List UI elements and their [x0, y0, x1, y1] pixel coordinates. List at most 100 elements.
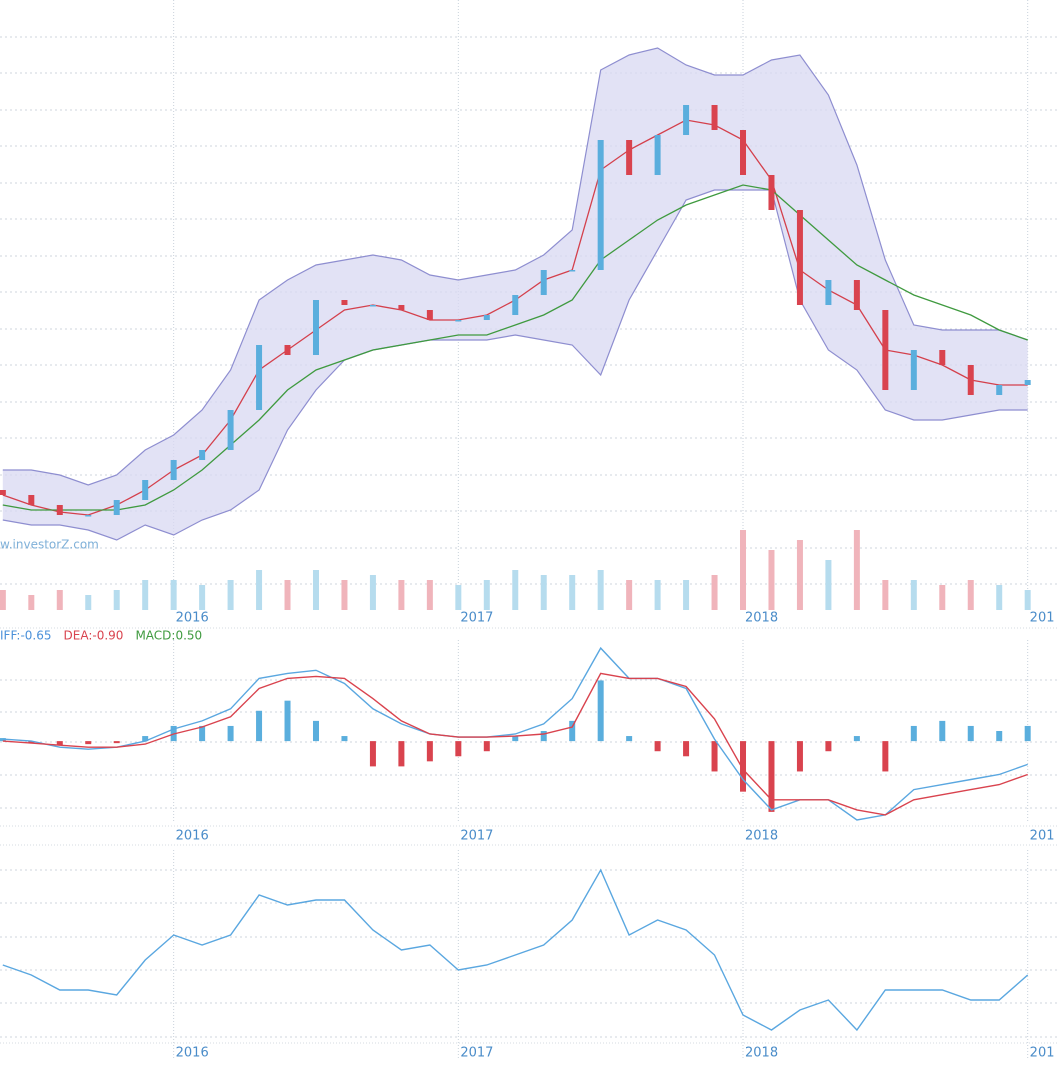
volume-bar	[626, 580, 633, 610]
macd-bar	[312, 720, 319, 742]
volume-bar	[740, 530, 747, 610]
macd-bar	[284, 700, 291, 742]
x-tick-label: 201	[1030, 611, 1055, 626]
x-tick-label: 2018	[745, 1046, 778, 1061]
volume-bar	[569, 575, 576, 610]
volume-bar	[199, 585, 206, 610]
macd-bar	[996, 731, 1003, 742]
x-tick-label: 2017	[460, 1046, 493, 1061]
volume-bar	[512, 570, 519, 610]
volume-bar	[711, 575, 718, 610]
candle	[540, 270, 547, 295]
volume-bar	[341, 580, 348, 610]
volume-bar	[369, 575, 376, 610]
macd-bar	[483, 741, 490, 752]
candle	[284, 345, 291, 355]
candle	[796, 210, 803, 305]
volume-bar	[113, 590, 120, 610]
macd-bar	[256, 710, 263, 742]
x-tick-label: 2017	[460, 611, 493, 626]
moving-average	[2, 184, 1028, 511]
macd-bar	[740, 741, 747, 792]
volume-bar	[540, 575, 547, 610]
macd-bar	[540, 731, 547, 742]
x-tick-label: 201	[1030, 829, 1055, 844]
volume-bar	[853, 530, 860, 610]
macd-bar	[85, 741, 92, 745]
x-tick-label: 2016	[176, 1046, 209, 1061]
candle	[882, 310, 889, 390]
candle	[597, 140, 604, 270]
candle	[768, 175, 775, 210]
volume-bar	[597, 570, 604, 610]
upper-band	[2, 47, 1028, 486]
volume-bar	[28, 595, 35, 610]
watermark: w.investorZ.com	[0, 538, 99, 552]
macd-bar	[199, 725, 206, 742]
volume-bar	[142, 580, 149, 610]
x-tick-label: 2016	[176, 611, 209, 626]
macd-bar	[853, 736, 860, 742]
macd-bar	[654, 741, 661, 752]
candle	[1024, 380, 1031, 385]
macd-bar	[426, 741, 433, 762]
x-tick-label: 2018	[745, 829, 778, 844]
macd-bar	[825, 741, 832, 752]
x-tick-label: 2017	[460, 829, 493, 844]
candle	[199, 450, 206, 460]
candle	[996, 385, 1003, 395]
macd-bar	[113, 741, 120, 744]
candle	[426, 310, 433, 320]
candle	[939, 350, 946, 365]
volume-bar	[483, 580, 490, 610]
candle	[825, 280, 832, 305]
volume-bar	[882, 580, 889, 610]
x-tick-label: 201	[1030, 1046, 1055, 1061]
macd-bar	[626, 736, 633, 742]
volume-bar	[455, 585, 462, 610]
bollinger-band-fill	[2, 48, 1028, 540]
candle	[170, 460, 177, 480]
candle	[512, 295, 519, 315]
candle	[569, 270, 576, 272]
macd-bar	[227, 725, 234, 742]
volume-bar	[939, 585, 946, 610]
volume-bar	[1024, 590, 1031, 610]
indicator-label: DEA:-0.90	[64, 629, 124, 643]
volume-bar	[227, 580, 234, 610]
candle	[369, 305, 376, 307]
candle	[256, 345, 263, 410]
macd-line	[2, 646, 1028, 821]
volume-bar	[825, 560, 832, 610]
candle	[56, 505, 63, 515]
macd-bar	[455, 741, 462, 757]
volume-bar	[0, 590, 6, 610]
macd-bar	[882, 741, 889, 772]
candle	[341, 300, 348, 305]
volume-bar	[312, 570, 319, 610]
indicator-line	[2, 868, 1029, 1032]
macd-line	[2, 672, 1028, 816]
lower-band	[2, 189, 1028, 541]
volume-bar	[284, 580, 291, 610]
indicator-label: MACD:0.50	[135, 629, 202, 643]
macd-bar	[597, 680, 604, 742]
macd-bar	[796, 741, 803, 772]
candle	[654, 135, 661, 175]
candle	[853, 280, 860, 310]
candle	[0, 490, 6, 495]
candle	[740, 130, 747, 175]
volume-bar	[256, 570, 263, 610]
macd-bar	[768, 741, 775, 812]
macd-bar	[967, 725, 974, 742]
candle	[626, 140, 633, 175]
candle	[142, 480, 149, 500]
macd-bar	[512, 736, 519, 742]
candle	[483, 315, 490, 320]
volume-bar	[56, 590, 63, 610]
volume-bar	[654, 580, 661, 610]
candle	[28, 495, 35, 505]
panel-grid	[0, 36, 1059, 1044]
